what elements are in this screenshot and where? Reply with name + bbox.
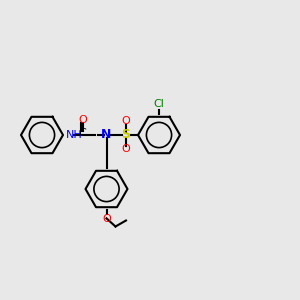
Text: NH: NH [66,130,83,140]
Text: C: C [79,128,86,139]
Text: S: S [122,128,130,142]
Text: Cl: Cl [154,100,164,110]
Text: O: O [122,116,130,127]
Text: O: O [122,143,130,154]
Text: O: O [78,115,87,125]
Text: O: O [102,214,111,224]
Text: N: N [101,128,112,142]
